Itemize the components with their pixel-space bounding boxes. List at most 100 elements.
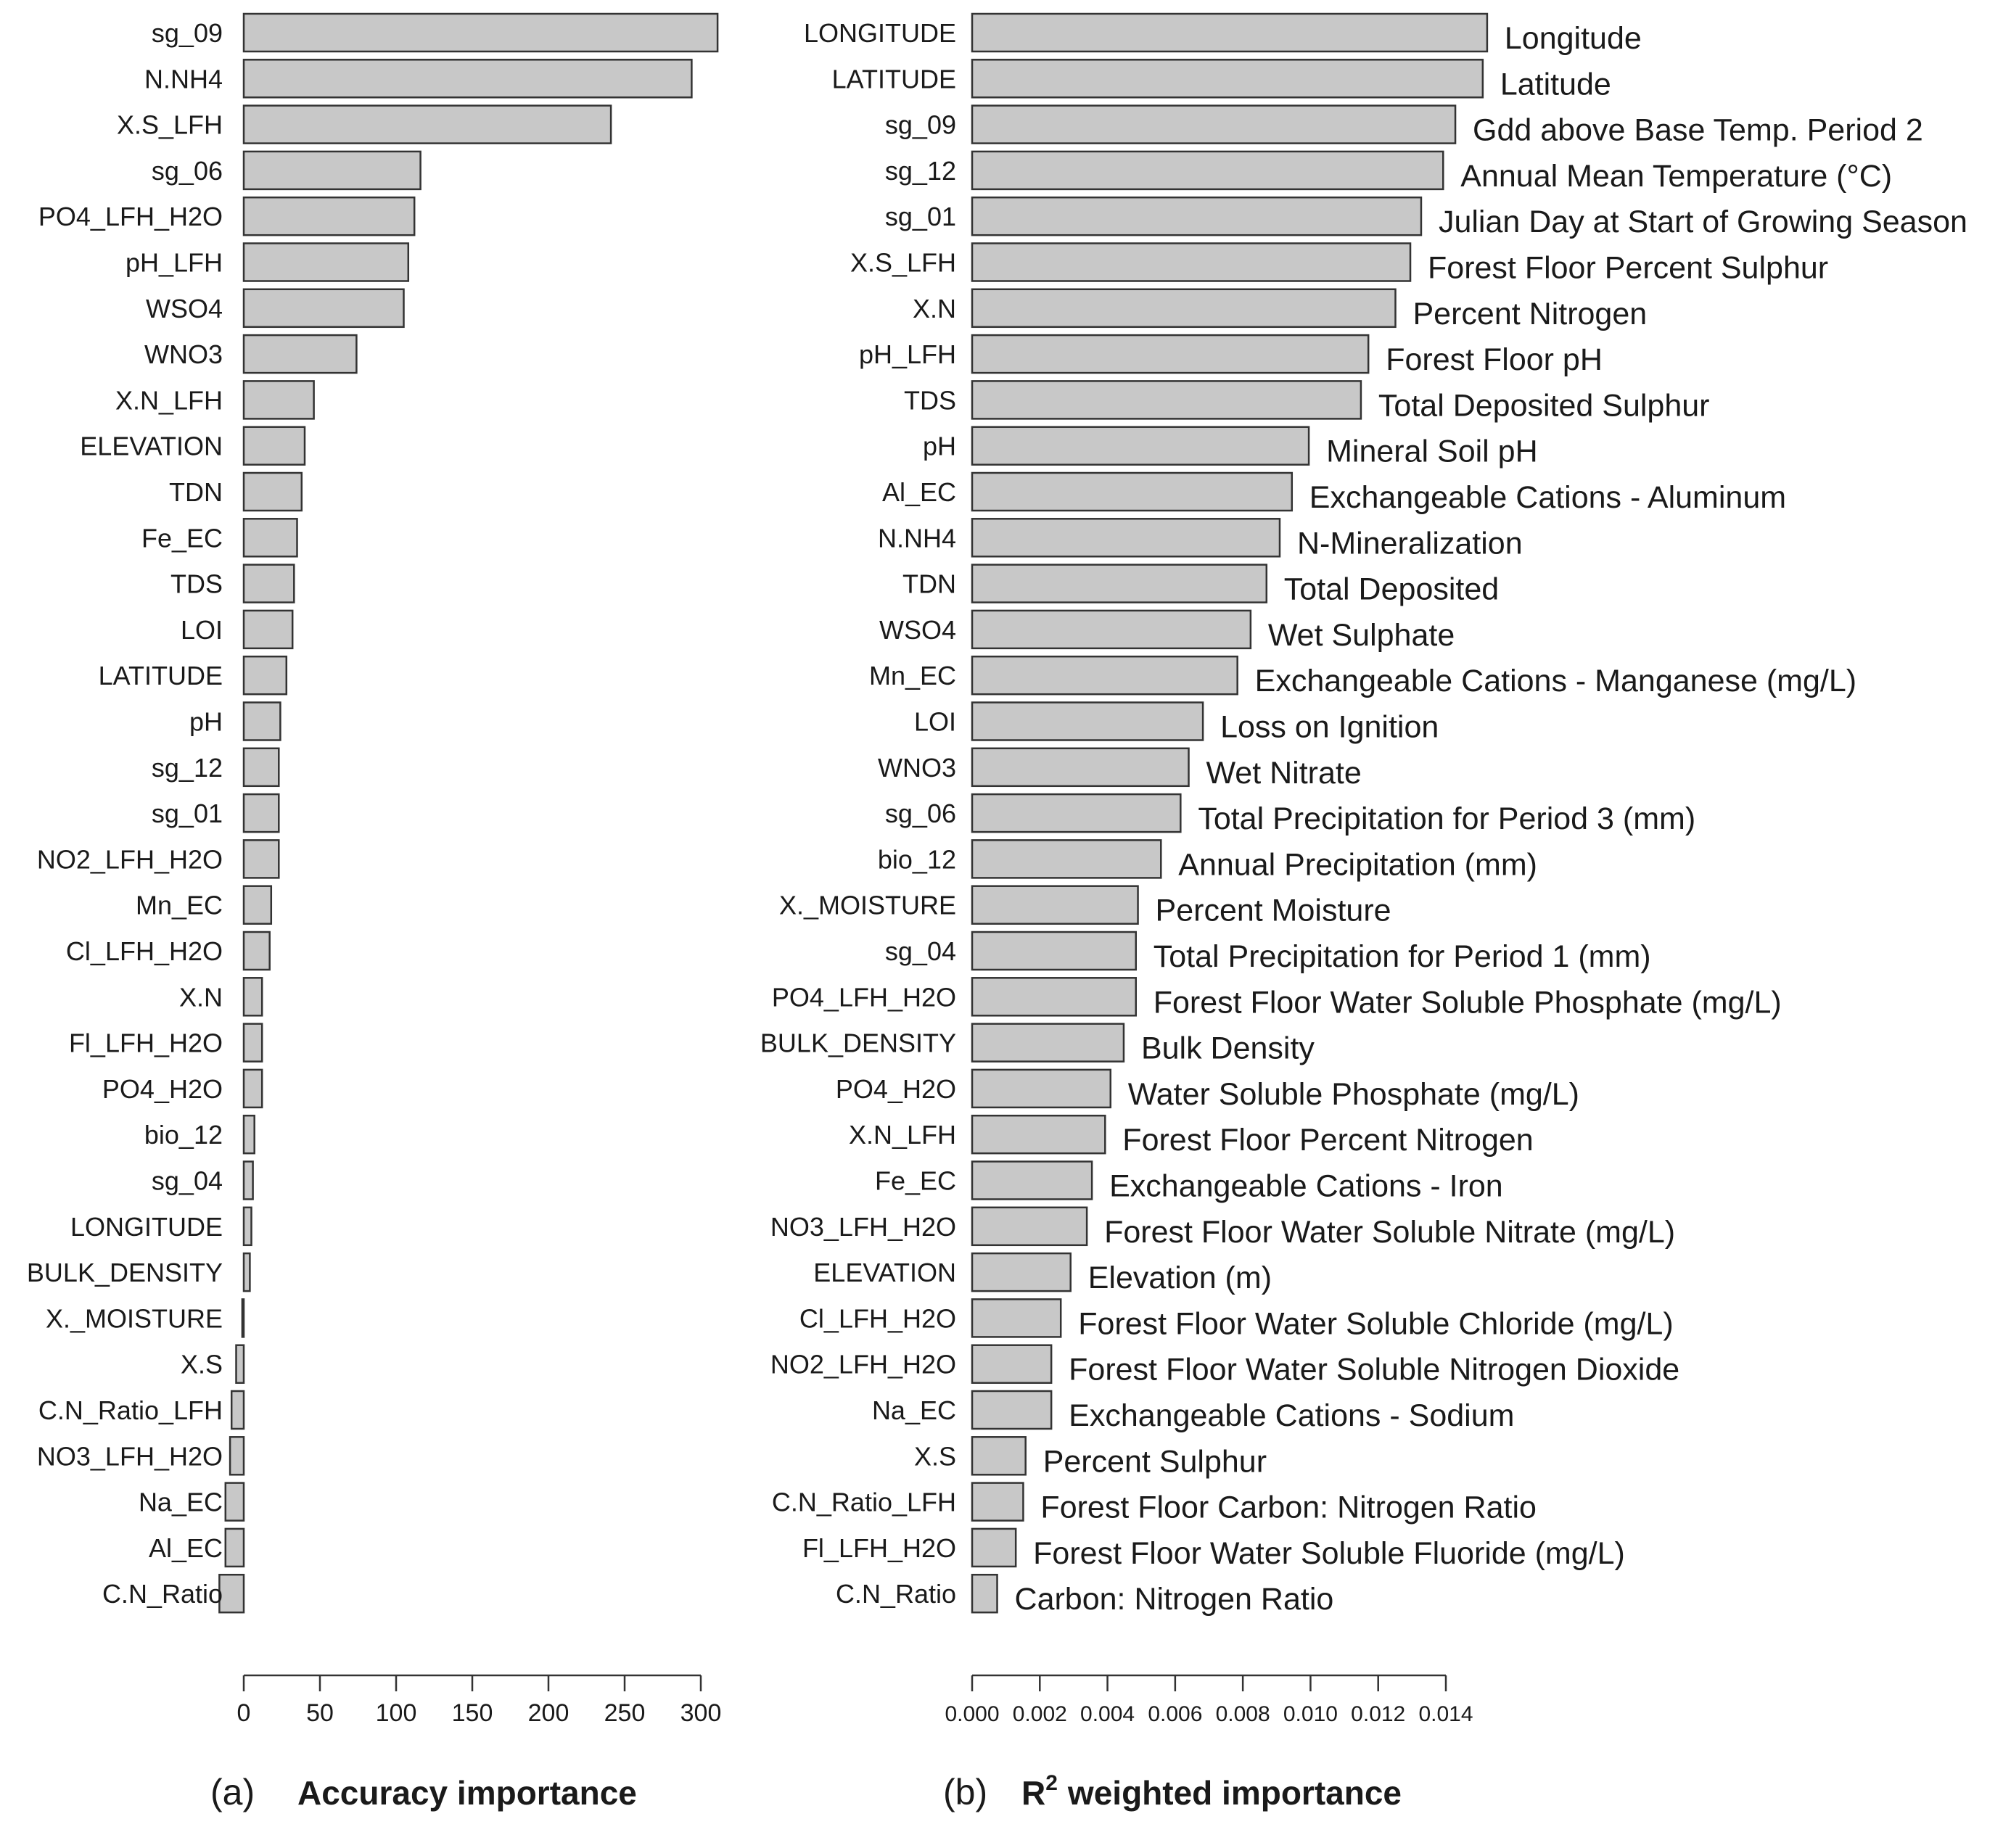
category-label-a-c-n-ratio: C.N_Ratio: [102, 1579, 223, 1609]
x-tick-label-a-200: 200: [528, 1699, 569, 1727]
category-label-b-bulk-density: BULK_DENSITY: [760, 1028, 956, 1058]
description-label-elevation: Elevation (m): [1088, 1261, 1272, 1295]
category-label-a-sg-09: sg_09: [152, 18, 223, 48]
bar-a-po4-lfh-h2o: [242, 196, 416, 236]
panel-b-x-axis: 0.000 0.002 0.004 0.006 0.008 0.010 0.012 0.014: [945, 1674, 1473, 1726]
description-label-x-s: Percent Sulphur: [1043, 1444, 1267, 1479]
bar-a-x-moisture: [241, 1298, 245, 1338]
category-label-b-no3-lfh-h2o: NO3_LFH_H2O: [770, 1212, 956, 1242]
bar-b-x-n-lfh: [971, 1114, 1106, 1155]
bar-a-po4-h2o: [242, 1068, 263, 1109]
bar-b-wso4: [971, 609, 1252, 650]
description-label-c-n-ratio-lfh: Forest Floor Carbon: Nitrogen Ratio: [1040, 1490, 1537, 1525]
x-tick-label-b-0-006: 0.006: [1148, 1702, 1202, 1726]
bar-a-bio-12: [242, 1114, 255, 1155]
category-label-a-cl-lfh-h2o: Cl_LFH_H2O: [66, 936, 223, 966]
description-label-n-nh4: N-Mineralization: [1297, 526, 1523, 561]
category-label-b-c-n-ratio: C.N_Ratio: [836, 1579, 956, 1609]
description-label-fl-lfh-h2o: Forest Floor Water Soluble Fluoride (mg/…: [1033, 1536, 1625, 1571]
category-label-a-bio-12: bio_12: [144, 1120, 223, 1150]
category-label-b-na-ec: Na_EC: [872, 1395, 956, 1425]
category-label-a-al-ec: Al_EC: [149, 1533, 223, 1563]
category-label-a-sg-06: sg_06: [152, 156, 223, 186]
bar-a-sg-06: [242, 150, 421, 191]
bar-a-ph: [242, 701, 281, 741]
category-label-b-mn-ec: Mn_EC: [869, 661, 956, 690]
description-label-po4-h2o: Water Soluble Phosphate (mg/L): [1128, 1077, 1579, 1112]
category-label-b-sg-12: sg_12: [885, 156, 956, 186]
category-label-b-c-n-ratio-lfh: C.N_Ratio_LFH: [772, 1488, 956, 1517]
category-label-a-wno3: WNO3: [144, 339, 223, 369]
bar-b-fe-ec: [971, 1160, 1093, 1200]
category-label-b-fe-ec: Fe_EC: [875, 1166, 956, 1196]
category-label-a-fe-ec: Fe_EC: [141, 523, 223, 553]
category-label-b-x-n-lfh: X.N_LFH: [849, 1120, 956, 1150]
bar-b-ph-lfh: [971, 334, 1370, 374]
bar-a-fl-lfh-h2o: [242, 1023, 263, 1063]
x-tick-label-b-0-002: 0.002: [1013, 1702, 1067, 1726]
bar-b-no3-lfh-h2o: [971, 1206, 1088, 1247]
category-label-b-longitude: LONGITUDE: [804, 18, 956, 48]
bar-b-tdn: [971, 564, 1268, 603]
bar-b-wno3: [971, 747, 1190, 788]
bar-b-cl-lfh-h2o: [971, 1298, 1062, 1338]
description-label-x-s-lfh: Forest Floor Percent Sulphur: [1428, 251, 1828, 286]
bar-a-no2-lfh-h2o: [242, 839, 280, 879]
description-label-latitude: Latitude: [1500, 67, 1611, 102]
category-label-a-tds: TDS: [170, 569, 223, 599]
bar-a-tdn: [242, 471, 303, 512]
category-label-a-wso4: WSO4: [146, 294, 223, 323]
bar-b-x-s: [971, 1436, 1027, 1476]
description-label-wno3: Wet Nitrate: [1206, 756, 1362, 791]
bar-a-wso4: [242, 288, 405, 329]
x-tick-label-b-0-000: 0.000: [945, 1702, 999, 1726]
description-label-tds: Total Deposited Sulphur: [1378, 388, 1710, 423]
category-label-a-n-nh4: N.NH4: [144, 64, 223, 94]
category-label-b-wno3: WNO3: [878, 753, 956, 783]
panel-a-title: Accuracy importance: [297, 1774, 637, 1812]
category-label-a-x-moisture: X._MOISTURE: [46, 1303, 223, 1333]
category-label-a-ph-lfh: pH_LFH: [126, 248, 223, 278]
description-label-longitude: Longitude: [1505, 21, 1642, 56]
category-label-a-po4-h2o: PO4_H2O: [102, 1074, 223, 1104]
bar-a-tds: [242, 564, 295, 603]
description-label-ph: Mineral Soil pH: [1326, 434, 1538, 469]
bar-a-n-nh4: [242, 59, 693, 99]
category-label-a-elevation: ELEVATION: [80, 432, 223, 461]
category-label-b-fl-lfh-h2o: Fl_LFH_H2O: [802, 1533, 956, 1563]
category-label-b-n-nh4: N.NH4: [878, 523, 956, 553]
description-label-na-ec: Exchangeable Cations - Sodium: [1069, 1398, 1514, 1433]
bar-b-x-n: [971, 288, 1397, 329]
category-label-a-longitude: LONGITUDE: [70, 1212, 223, 1242]
category-label-b-bio-12: bio_12: [878, 844, 956, 874]
category-label-b-cl-lfh-h2o: Cl_LFH_H2O: [799, 1303, 956, 1333]
panel-a-caption: (a) Accuracy importance: [210, 1772, 637, 1812]
category-label-b-tdn: TDN: [902, 569, 956, 599]
bar-b-elevation: [971, 1252, 1072, 1292]
category-label-a-po4-lfh-h2o: PO4_LFH_H2O: [38, 202, 223, 231]
description-label-fe-ec: Exchangeable Cations - Iron: [1109, 1169, 1503, 1204]
category-label-a-x-n: X.N: [179, 982, 223, 1012]
bar-b-no2-lfh-h2o: [971, 1344, 1053, 1384]
category-label-b-ph: pH: [923, 432, 956, 461]
bar-a-bulk-density: [242, 1252, 251, 1292]
panel-a-x-axis: 0 50 100 150 200 250 300: [237, 1674, 721, 1727]
bar-b-po4-h2o: [971, 1068, 1112, 1109]
panel-b-bars: LONGITUDE Longitude LATITUDE Latitude sg_09 G…: [760, 12, 1967, 1617]
category-label-b-x-s-lfh: X.S_LFH: [850, 248, 956, 278]
panel-a-accuracy-importance: sg_09 N.NH4 X.S_LFH sg_06 PO4_LFH_H2O pH_LFH W…: [27, 12, 721, 1812]
bar-a-x-s: [235, 1344, 245, 1384]
bar-a-c-n-ratio-lfh: [230, 1390, 245, 1430]
bar-b-x-moisture: [971, 885, 1139, 925]
category-label-a-x-s: X.S: [181, 1350, 223, 1379]
x-tick-label-b-0-012: 0.012: [1351, 1702, 1405, 1726]
category-label-b-al-ec: Al_EC: [882, 477, 956, 507]
description-label-c-n-ratio: Carbon: Nitrogen Ratio: [1015, 1582, 1334, 1617]
description-label-cl-lfh-h2o: Forest Floor Water Soluble Chloride (mg/…: [1078, 1306, 1673, 1341]
description-label-ph-lfh: Forest Floor pH: [1386, 342, 1603, 377]
panel-b-tag: (b): [943, 1772, 987, 1812]
category-label-b-po4-h2o: PO4_H2O: [836, 1074, 956, 1104]
description-label-al-ec: Exchangeable Cations - Aluminum: [1309, 480, 1786, 515]
